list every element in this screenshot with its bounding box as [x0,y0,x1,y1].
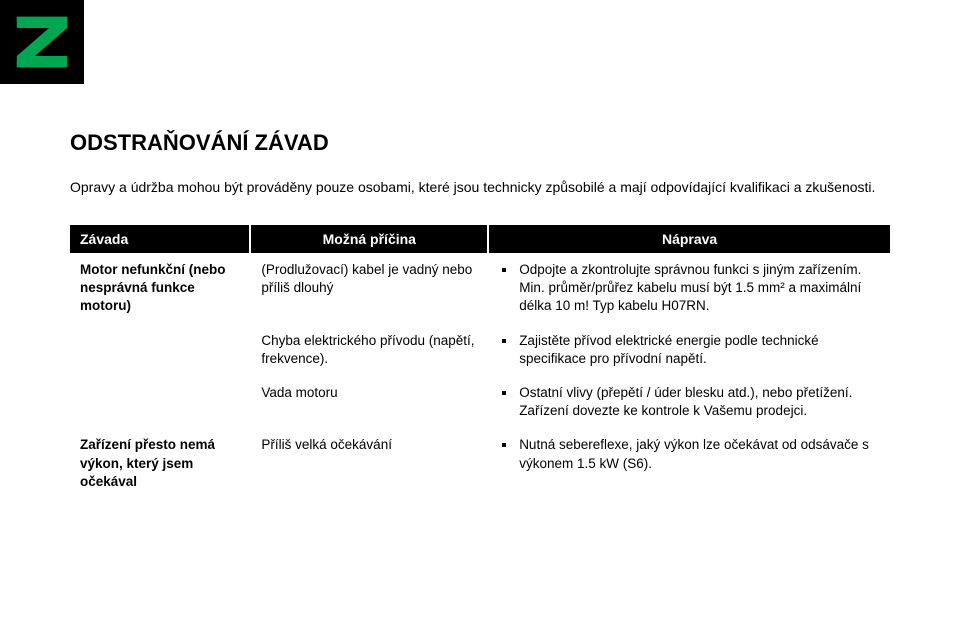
cell-cause: Chyba elektrického přívodu (napětí, frek… [250,324,488,376]
logo-z-icon [7,7,77,77]
table-header-fix: Náprava [488,225,890,253]
table-row: Motor nefunkční (nebo nesprávná funkce m… [70,253,890,324]
cell-fix: Odpojte a zkontrolujte správnou funkci s… [488,253,890,324]
logo [0,0,84,84]
cell-cause: (Prodlužovací) kabel je vadný nebo příli… [250,253,488,324]
cell-fault: Zařízení přesto nemá výkon, který jsem o… [70,428,250,499]
fix-item: Odpojte a zkontrolujte správnou funkci s… [517,261,880,316]
table-header-cause: Možná příčina [250,225,488,253]
page-title: ODSTRAŇOVÁNÍ ZÁVAD [70,130,890,156]
cell-fix: Zajistěte přívod elektrické energie podl… [488,324,890,376]
cell-fault [70,324,250,376]
fix-item: Nutná sebereflexe, jaký výkon lze očekáv… [517,436,880,472]
cell-fault: Motor nefunkční (nebo nesprávná funkce m… [70,253,250,324]
cell-fault [70,376,250,428]
table-header-fault: Závada [70,225,250,253]
fix-item: Zajistěte přívod elektrické energie podl… [517,332,880,368]
table-row: Chyba elektrického přívodu (napětí, frek… [70,324,890,376]
cell-cause: Příliš velká očekávání [250,428,488,499]
cell-cause: Vada motoru [250,376,488,428]
cell-fix: Nutná sebereflexe, jaký výkon lze očekáv… [488,428,890,499]
table-row: Vada motoru Ostatní vlivy (přepětí / úde… [70,376,890,428]
table-row: Zařízení přesto nemá výkon, který jsem o… [70,428,890,499]
intro-text: Opravy a údržba mohou být prováděny pouz… [70,178,890,197]
fault-table: Závada Možná příčina Náprava Motor nefun… [70,225,890,499]
cell-fix: Ostatní vlivy (přepětí / úder blesku atd… [488,376,890,428]
fix-item: Ostatní vlivy (přepětí / úder blesku atd… [517,384,880,420]
